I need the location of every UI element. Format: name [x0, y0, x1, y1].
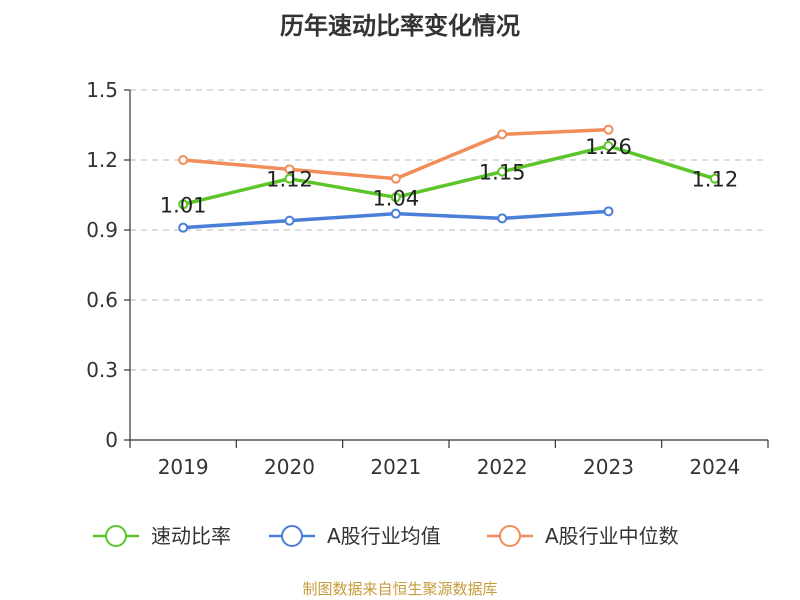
series-layer	[178, 124, 720, 233]
data-point	[497, 129, 508, 140]
data-label: 1.15	[479, 161, 526, 185]
legend-item: A股行业中位数	[487, 524, 679, 548]
y-tick-label: 1.2	[86, 148, 118, 172]
data-point	[178, 222, 189, 233]
legend-marker	[281, 525, 303, 547]
data-labels: 1.01 1.12 1.04 1.15 1.26 1.12	[160, 135, 738, 217]
data-label: 1.01	[160, 193, 207, 217]
grid-lines	[130, 89, 768, 371]
legend-label: A股行业均值	[327, 524, 441, 548]
y-tick-label: 0.6	[86, 288, 118, 312]
x-tick-label: 2019	[158, 455, 209, 479]
legend: 速动比率 A股行业均值 A股行业中位数	[93, 524, 679, 548]
data-label: 1.04	[372, 186, 419, 210]
data-point	[390, 208, 401, 219]
axes: 0 0.3 0.6 0.9 1.2 1.5 2019 2020 2021 2022 2023 2024	[86, 78, 769, 479]
y-tick-label: 0.9	[86, 218, 118, 242]
data-point	[497, 166, 508, 177]
x-tick-label: 2020	[264, 455, 315, 479]
data-point	[390, 192, 401, 203]
data-point	[603, 124, 614, 135]
data-point	[178, 155, 189, 165]
data-point	[284, 215, 295, 226]
legend-label: A股行业中位数	[545, 524, 679, 548]
legend-marker	[499, 525, 521, 547]
x-tick-label: 2024	[689, 455, 740, 479]
y-tick-label: 1.5	[86, 78, 118, 102]
legend-label: 速动比率	[151, 524, 231, 548]
series-line	[182, 144, 716, 207]
legend-item: A股行业均值	[269, 524, 441, 548]
data-point	[178, 199, 189, 210]
data-point	[603, 206, 614, 217]
y-tick-label: 0.3	[86, 358, 118, 382]
series-line	[183, 127, 609, 181]
x-tick-label: 2023	[583, 455, 634, 479]
data-point	[603, 141, 614, 151]
data-label: 1.12	[691, 168, 738, 192]
source-note: 制图数据来自恒生聚源数据库	[302, 580, 497, 598]
data-point	[284, 173, 295, 184]
chart-title: 历年速动比率变化情况	[280, 12, 520, 40]
data-label: 1.26	[585, 135, 632, 159]
data-point	[284, 164, 295, 175]
data-label: 1.12	[266, 168, 313, 192]
data-point	[709, 173, 720, 184]
data-point	[390, 173, 401, 184]
data-point	[497, 213, 508, 224]
x-tick-label: 2022	[477, 455, 528, 479]
legend-item: 速动比率	[93, 524, 231, 548]
y-tick-label: 0	[105, 428, 118, 452]
legend-marker	[105, 525, 127, 547]
x-tick-label: 2021	[370, 455, 421, 479]
